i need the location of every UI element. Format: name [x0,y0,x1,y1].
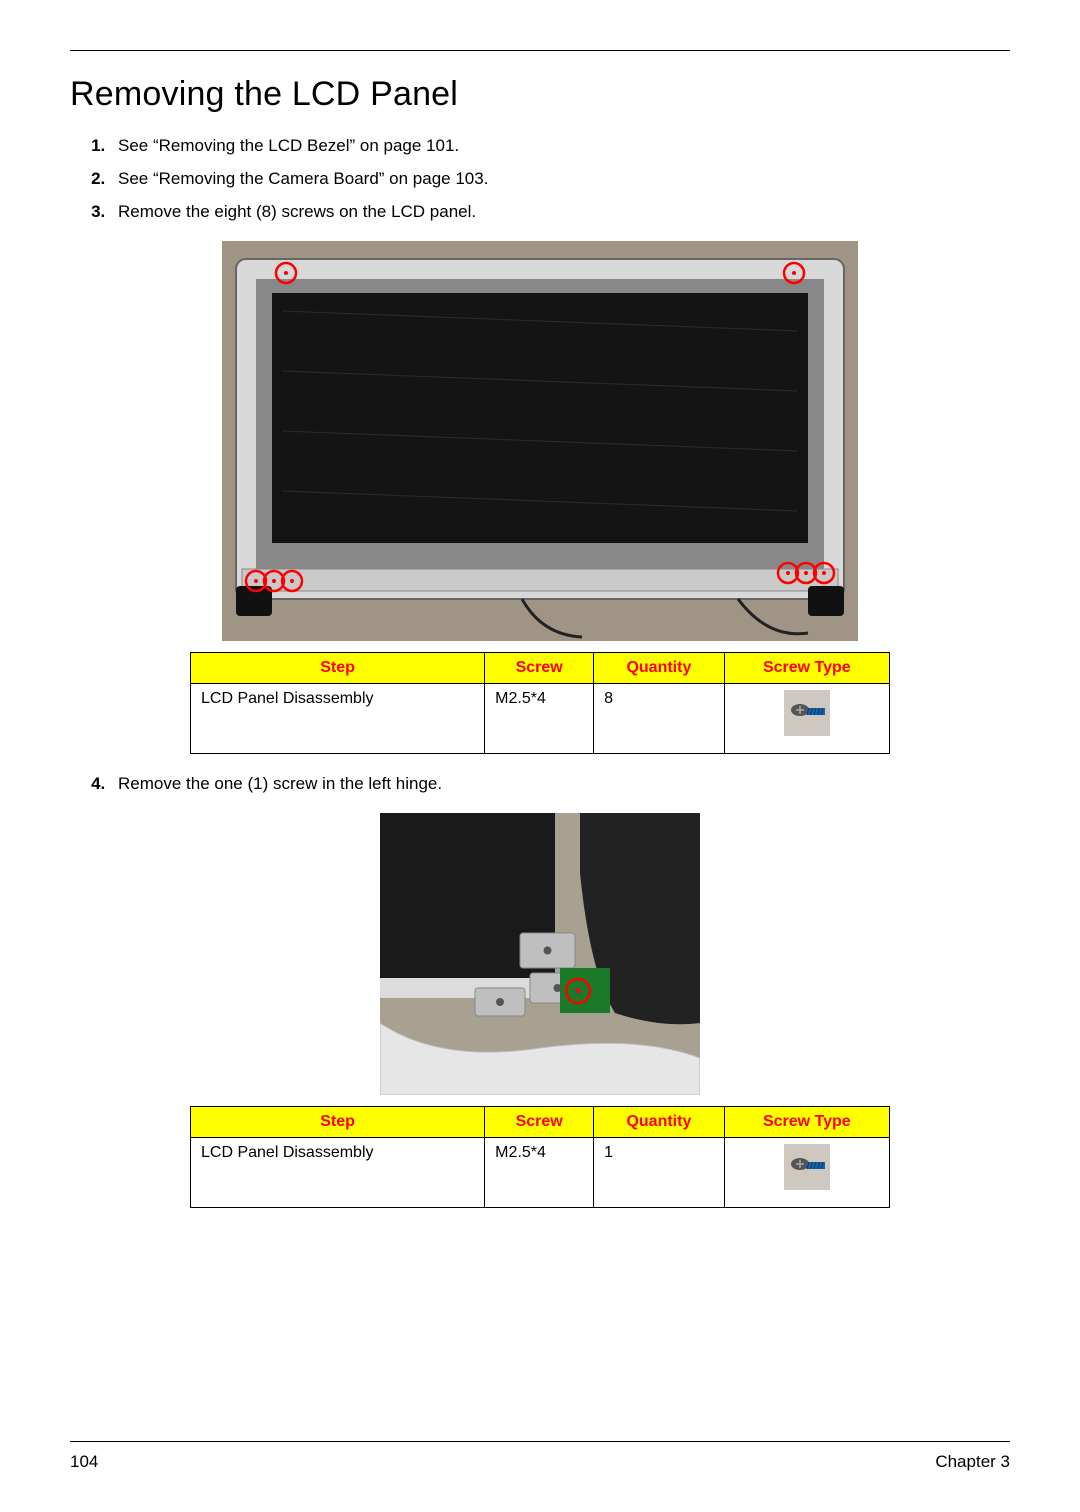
table-cell-step: LCD Panel Disassembly [191,683,485,753]
step-4: Remove the one (1) screw in the left hin… [110,770,1010,799]
lcd-panel-photo [222,241,858,641]
table-header-type: Screw Type [724,1106,889,1137]
figure-2 [70,813,1010,1100]
chapter-label: Chapter 3 [935,1452,1010,1472]
steps-list-2: Remove the one (1) screw in the left hin… [110,770,1010,799]
steps-list: See “Removing the LCD Bezel” on page 101… [110,132,1010,227]
step-2: See “Removing the Camera Board” on page … [110,165,1010,194]
table-header-qty: Quantity [594,1106,725,1137]
bottom-rule [70,1441,1010,1442]
table-cell-screw: M2.5*4 [485,683,594,753]
table-header-step: Step [191,652,485,683]
section-title: Removing the LCD Panel [70,75,1010,114]
top-rule [70,50,1010,51]
table-header-type: Screw Type [724,652,889,683]
screw-icon [784,1144,830,1190]
table-cell-step: LCD Panel Disassembly [191,1137,485,1207]
table-cell-screw: M2.5*4 [485,1137,594,1207]
table-cell-type [724,683,889,753]
page-footer: 104 Chapter 3 [70,1441,1010,1472]
screw-table-2: StepScrewQuantityScrew Type LCD Panel Di… [190,1106,890,1208]
table-cell-type [724,1137,889,1207]
screw-icon [784,690,830,736]
page-number: 104 [70,1452,98,1472]
table-header-screw: Screw [485,1106,594,1137]
step-1: See “Removing the LCD Bezel” on page 101… [110,132,1010,161]
step-3: Remove the eight (8) screws on the LCD p… [110,198,1010,227]
table-header-screw: Screw [485,652,594,683]
table-cell-qty: 8 [594,683,725,753]
hinge-photo [380,813,700,1095]
figure-1 [70,241,1010,646]
table-header-qty: Quantity [594,652,725,683]
screw-table-1: StepScrewQuantityScrew Type LCD Panel Di… [190,652,890,754]
table-header-step: Step [191,1106,485,1137]
table-cell-qty: 1 [594,1137,725,1207]
